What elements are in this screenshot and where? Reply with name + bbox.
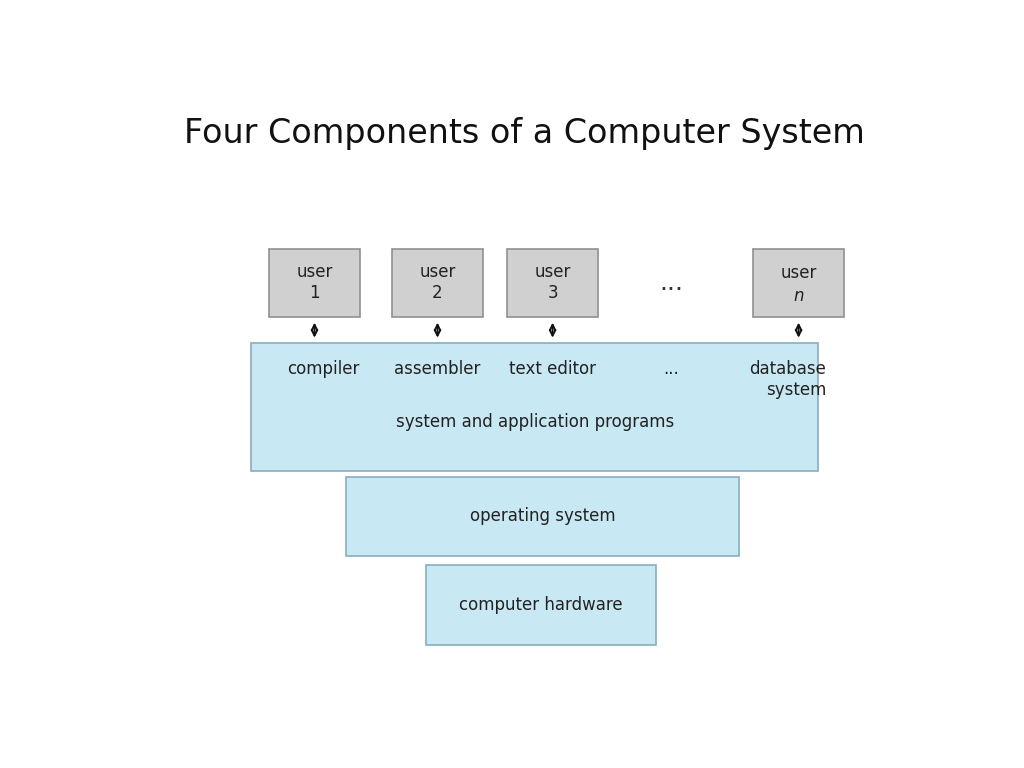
Bar	[346, 476, 739, 556]
Text: text editor: text editor	[509, 360, 596, 378]
Text: database
system: database system	[750, 360, 826, 399]
Text: compiler: compiler	[287, 360, 359, 378]
Bar	[251, 343, 818, 471]
Text: Four Components of a Computer System: Four Components of a Computer System	[184, 117, 865, 150]
Bar	[426, 565, 655, 645]
Text: user
1: user 1	[296, 263, 333, 303]
Text: ...: ...	[659, 271, 684, 295]
Text: system and application programs: system and application programs	[395, 413, 674, 432]
Text: user
2: user 2	[419, 263, 456, 303]
Text: n: n	[794, 287, 804, 306]
Bar	[269, 249, 360, 317]
Text: assembler: assembler	[394, 360, 480, 378]
Bar	[392, 249, 483, 317]
Text: user: user	[780, 263, 817, 282]
Bar	[753, 249, 844, 317]
Bar	[507, 249, 598, 317]
Text: user
3: user 3	[535, 263, 570, 303]
Text: computer hardware: computer hardware	[459, 596, 623, 614]
Text: operating system: operating system	[470, 508, 615, 525]
Text: ...: ...	[664, 360, 680, 378]
